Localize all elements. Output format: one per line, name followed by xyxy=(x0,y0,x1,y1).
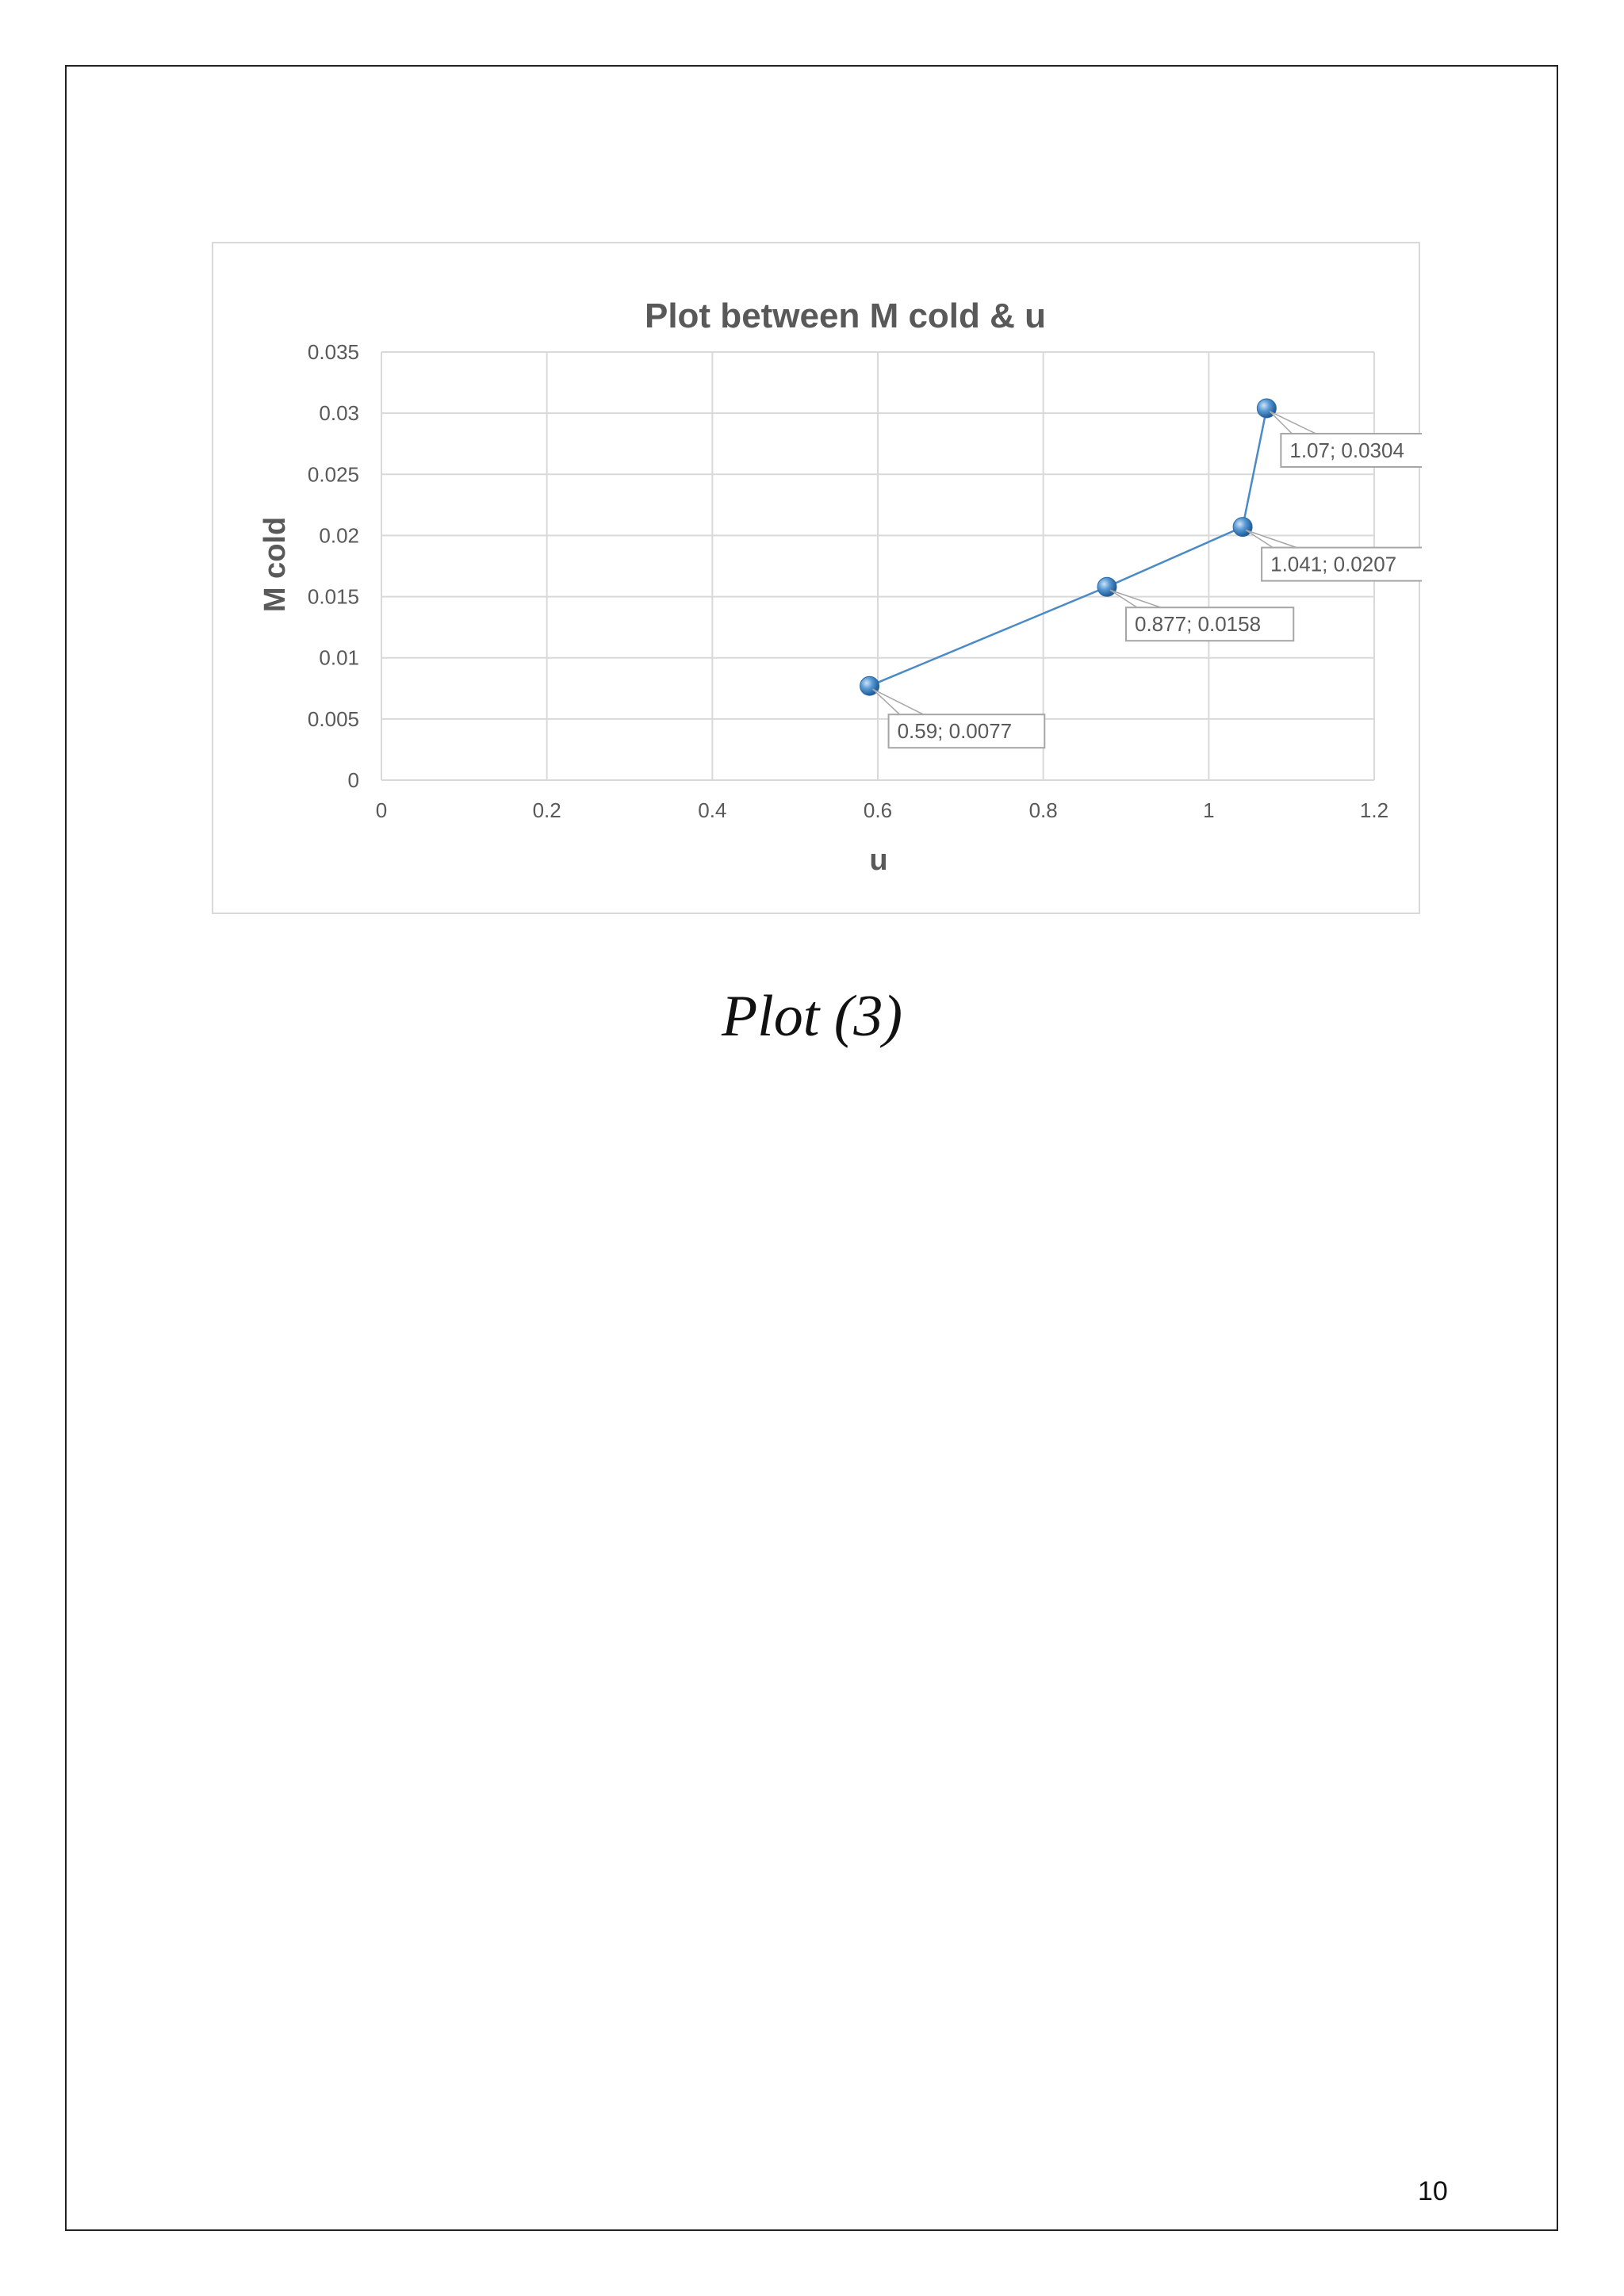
data-label-pointer xyxy=(872,688,924,715)
data-label-box xyxy=(1280,432,1422,468)
data-label: 0.59; 0.0077 xyxy=(898,719,1013,743)
x-tick-label: 0.6 xyxy=(864,798,892,822)
y-tick-label: 0.015 xyxy=(308,585,359,609)
chart-svg: 0 0.005 0.01 0.015 0.02 0.025 0.03 0.035 0 0.2 0.4… xyxy=(259,297,1422,877)
data-point xyxy=(1232,517,1253,538)
data-label-box xyxy=(1261,546,1422,582)
data-label: 0.877; 0.0158 xyxy=(1135,612,1261,636)
y-tick-label: 0.02 xyxy=(319,523,359,547)
data-point xyxy=(1097,576,1117,597)
y-tick-label: 0.025 xyxy=(308,462,359,486)
page-border xyxy=(65,65,1558,2231)
data-label: 1.041; 0.0207 xyxy=(1270,553,1396,576)
data-label-pointer xyxy=(1269,411,1316,434)
data-label-box xyxy=(887,714,1046,749)
data-label-pointer xyxy=(1109,589,1162,608)
data-label-box xyxy=(1125,607,1295,642)
x-tick-label: 0.2 xyxy=(533,798,561,822)
data-label-pointer xyxy=(1245,529,1297,549)
x-axis-title: u xyxy=(869,844,887,877)
x-tick-label: 1 xyxy=(1203,798,1214,822)
y-tick-label: 0 xyxy=(348,768,359,792)
chart-area: 0 0.005 0.01 0.015 0.02 0.025 0.03 0.035 0 0.2 0.4… xyxy=(212,242,1422,914)
x-tick-label: 0.4 xyxy=(698,798,726,822)
y-tick-label: 0.01 xyxy=(319,646,359,670)
y-tick-label: 0.005 xyxy=(308,707,359,731)
x-tick-label: 0 xyxy=(376,798,387,822)
y-axis-title: M cold xyxy=(259,517,292,612)
y-tick-label: 0.03 xyxy=(319,401,359,425)
figure-caption: Plot (3) xyxy=(721,984,903,1049)
x-tick-label: 0.8 xyxy=(1029,798,1058,822)
page-number: 10 xyxy=(1418,2176,1448,2206)
series-line xyxy=(869,408,1268,687)
chart-title: Plot between M cold & u xyxy=(645,297,1046,335)
x-tick-label: 1.2 xyxy=(1360,798,1388,822)
data-label: 1.07; 0.0304 xyxy=(1289,438,1404,462)
y-tick-label: 0.035 xyxy=(308,340,359,364)
